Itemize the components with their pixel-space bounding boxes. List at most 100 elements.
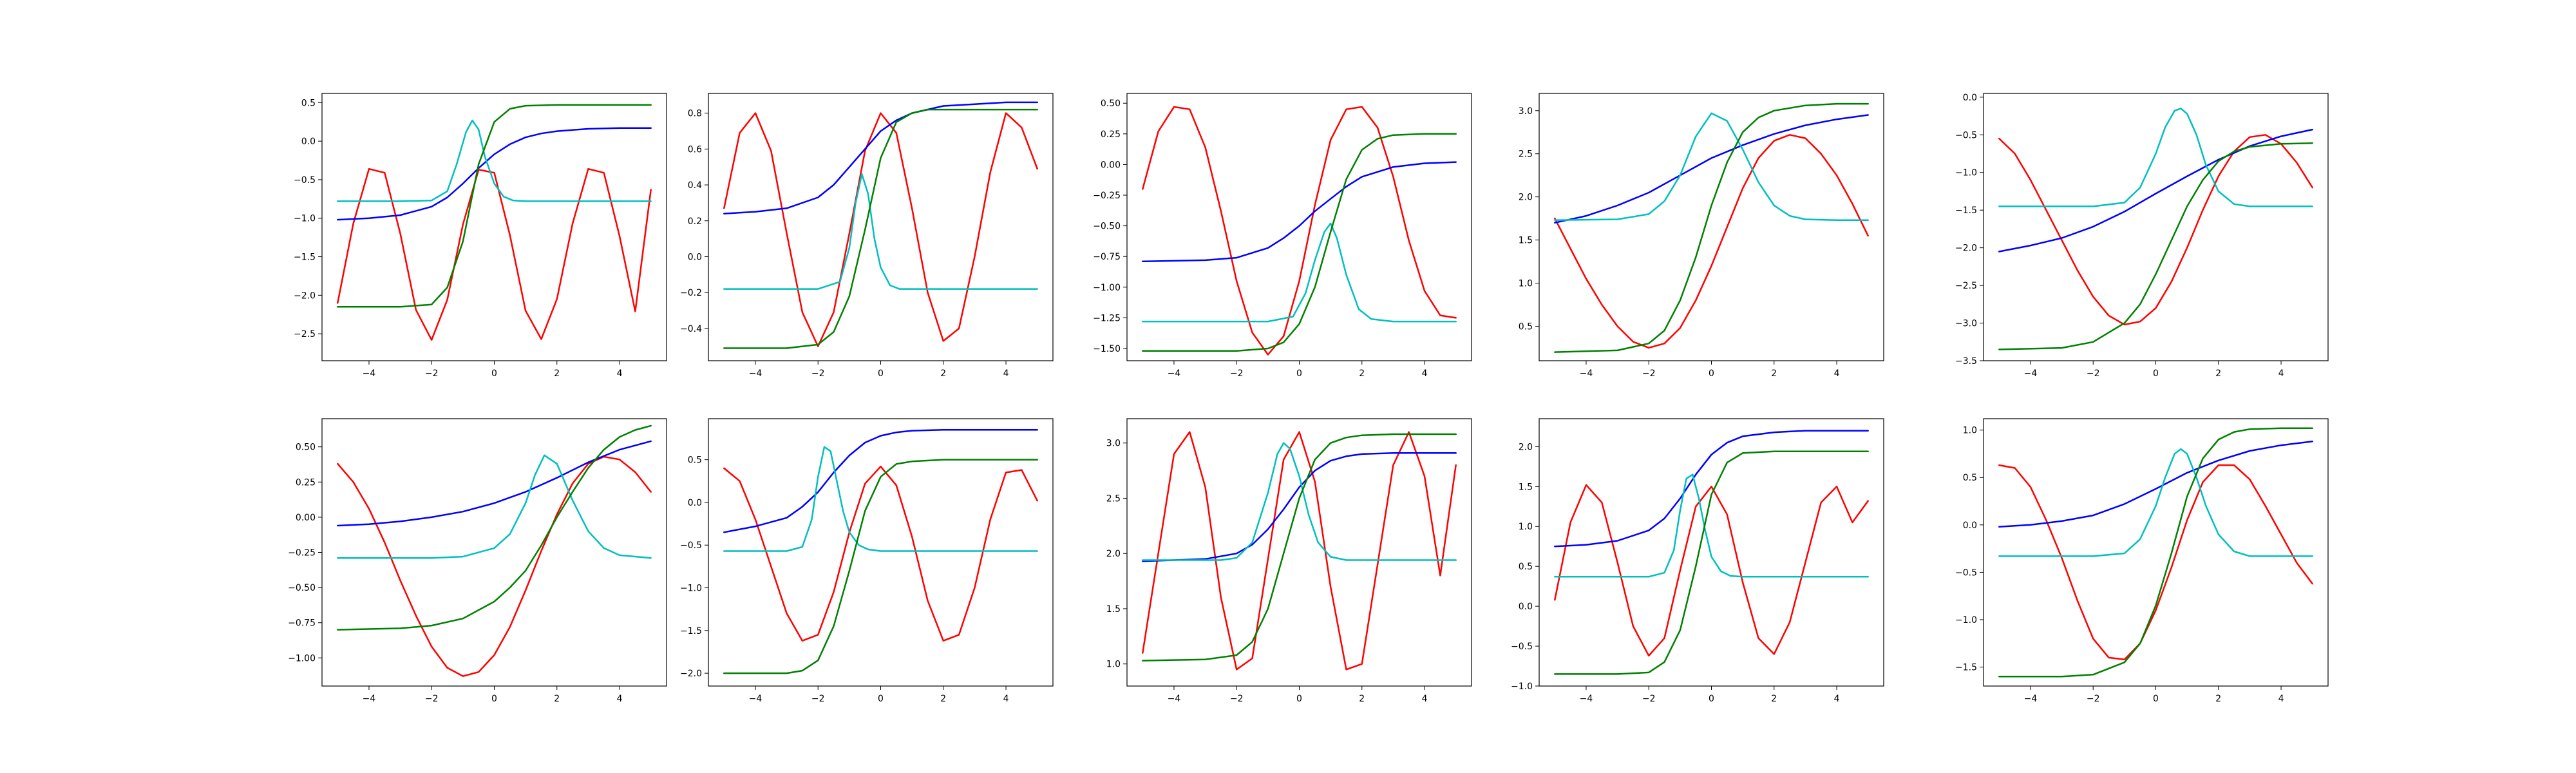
x-tick-label: 4 (617, 694, 623, 704)
x-tick-label: 4 (1422, 368, 1428, 379)
y-tick-label: −1.50 (1093, 344, 1121, 354)
y-tick-label: −1.0 (1955, 168, 1977, 178)
series-line-4 (1554, 450, 1869, 675)
series-line-2 (1998, 441, 2313, 528)
x-tick-label: 2 (1359, 368, 1365, 379)
y-tick-label: −0.4 (680, 324, 702, 334)
y-tick-label: −0.5 (1955, 568, 1977, 578)
y-tick-label: −0.5 (1511, 642, 1533, 652)
y-tick-label: −2.0 (294, 291, 316, 301)
x-tick-label: −2 (425, 694, 439, 704)
y-tick-label: −0.75 (1093, 252, 1121, 262)
y-tick-label: 1.0 (1519, 279, 1533, 289)
x-tick-label: 0 (1709, 694, 1714, 704)
y-tick-label: −1.0 (1511, 682, 1533, 692)
x-tick-label: −4 (749, 368, 762, 379)
y-tick-label: 0.50 (296, 443, 316, 453)
y-tick-label: −0.50 (288, 583, 316, 593)
series-line-1 (1554, 134, 1869, 349)
y-tick-label: 0.0 (688, 498, 702, 508)
x-tick-label: 2 (1771, 694, 1777, 704)
x-tick-label: 0 (1296, 694, 1302, 704)
y-tick-label: −0.5 (294, 175, 316, 186)
series-line-3 (723, 446, 1038, 552)
x-tick-label: 2 (940, 694, 946, 704)
y-tick-label: 0.4 (688, 180, 702, 191)
axes-frame (1983, 418, 2329, 687)
series-line-3 (1142, 442, 1457, 561)
y-tick-label: −1.5 (1955, 663, 1977, 673)
y-tick-label: 0.8 (688, 109, 702, 119)
x-tick-label: 0 (878, 694, 884, 704)
y-tick-label: −1.0 (294, 214, 316, 224)
x-tick-label: 2 (1359, 694, 1365, 704)
subplot-grid: −4 −2 0 2 4 −2.5 −2.0 −1.5 −1.0 −0.5 0.0 0.5 −4 −2 0 2 4… (288, 93, 2329, 704)
y-tick-label: 0.0 (1963, 520, 1977, 531)
series-line-1 (723, 112, 1038, 347)
y-tick-label: 0.5 (1963, 473, 1977, 483)
x-tick-label: −4 (1168, 694, 1181, 704)
x-tick-label: 0 (1296, 368, 1302, 379)
y-tick-label: −0.5 (680, 540, 702, 551)
y-tick-label: 3.0 (1106, 439, 1121, 449)
x-tick-label: 2 (1771, 368, 1777, 379)
y-tick-label: 1.0 (1106, 660, 1121, 670)
x-tick-label: 0 (491, 694, 497, 704)
series-line-4 (723, 108, 1038, 349)
y-tick-label: 2.0 (1519, 193, 1533, 203)
axes-frame (1983, 93, 2329, 361)
y-tick-label: −1.25 (1093, 313, 1121, 323)
series-line-1 (1998, 134, 2313, 326)
series-line-4 (337, 425, 652, 631)
x-tick-label: 4 (1003, 694, 1009, 704)
subplot-4: −4 −2 0 2 4 0.5 1.0 1.5 2.0 2.5 3.0 (1519, 93, 1884, 379)
x-tick-label: 2 (940, 368, 946, 379)
series-line-4 (723, 459, 1038, 674)
x-tick-label: −4 (2024, 694, 2038, 704)
y-tick-label: −3.5 (1955, 356, 1977, 367)
series-line-2 (1554, 430, 1869, 548)
x-tick-label: 2 (554, 368, 560, 379)
y-tick-label: 0.25 (1101, 129, 1121, 140)
y-tick-label: −3.0 (1955, 319, 1977, 329)
y-tick-label: 2.5 (1106, 493, 1121, 504)
series-line-2 (723, 428, 1038, 533)
axes-frame (708, 418, 1054, 687)
y-tick-label: −2.0 (1955, 243, 1977, 254)
y-tick-label: 2.0 (1519, 442, 1533, 452)
series-line-2 (1998, 128, 2313, 253)
y-tick-label: −1.0 (1955, 615, 1977, 625)
y-tick-label: 0.50 (1101, 99, 1121, 109)
x-tick-label: −2 (1230, 694, 1244, 704)
y-tick-label: −1.5 (680, 626, 702, 636)
x-tick-label: −4 (1580, 368, 1593, 379)
y-tick-label: 2.0 (1106, 549, 1121, 559)
y-tick-label: 1.0 (1519, 522, 1533, 532)
x-tick-label: −4 (363, 694, 376, 704)
x-tick-label: 0 (878, 368, 884, 379)
x-tick-label: −2 (2087, 368, 2100, 379)
series-line-3 (1998, 448, 2313, 557)
y-tick-label: −1.00 (1093, 283, 1121, 293)
x-tick-label: 4 (1834, 694, 1840, 704)
x-tick-label: 2 (2215, 694, 2221, 704)
subplot-6: −4 −2 0 2 4 −1.00 −0.75 −0.50 −0.25 0.00 0.25 0.50 (288, 418, 667, 704)
x-tick-label: −2 (811, 694, 825, 704)
axes-frame (321, 93, 667, 361)
y-tick-label: 0.0 (1963, 93, 1977, 103)
y-tick-label: 0.0 (688, 252, 702, 262)
x-tick-label: −2 (811, 368, 825, 379)
y-tick-label: 1.5 (1519, 482, 1533, 492)
y-tick-label: 1.0 (1963, 426, 1977, 436)
subplot-1: −4 −2 0 2 4 −2.5 −2.0 −1.5 −1.0 −0.5 0.0 0.5 (294, 93, 667, 379)
y-tick-label: −2.5 (1955, 281, 1977, 291)
series-line-1 (1142, 431, 1457, 671)
series-line-3 (1998, 108, 2313, 207)
series-line-2 (1142, 161, 1457, 263)
x-tick-label: −4 (363, 368, 376, 379)
y-tick-label: 3.0 (1519, 106, 1533, 117)
y-tick-label: 0.00 (1101, 160, 1121, 170)
series-line-2 (337, 127, 652, 221)
y-tick-label: 0.25 (296, 477, 316, 488)
